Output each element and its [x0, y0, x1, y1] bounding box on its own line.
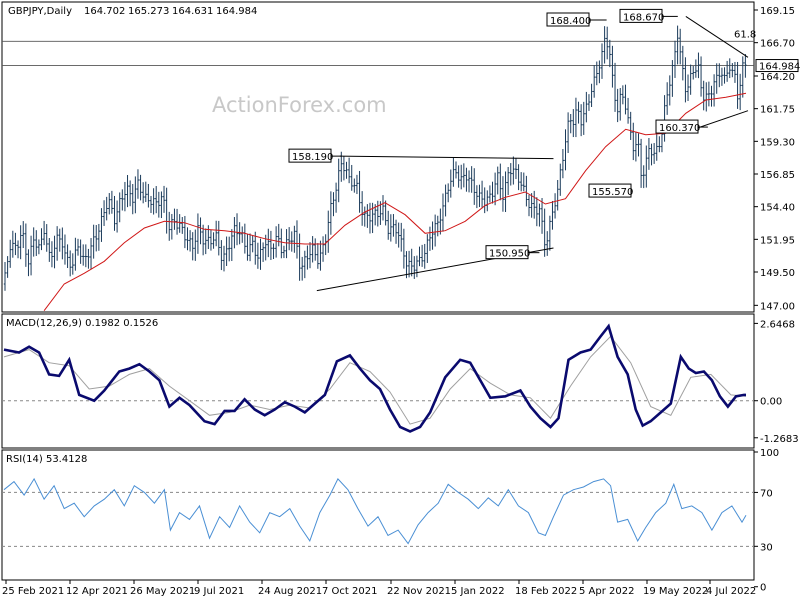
- current-price-tag-box: [755, 59, 799, 73]
- trend-line-ceiling: [339, 155, 554, 160]
- rsi-tick-label: 0: [760, 583, 766, 594]
- price-tick-label: 164.20: [760, 72, 795, 83]
- x-tick-label: 5 Jan 2022: [451, 586, 505, 597]
- x-tick-label: 24 Aug 2021: [258, 586, 322, 597]
- chart-header-high: 165.273: [128, 6, 169, 17]
- macd-tick-label: -1.2683: [760, 434, 799, 445]
- macd-panel-frame: [1, 313, 755, 449]
- price-tick-label: 161.75: [760, 105, 795, 116]
- annotation-label: 155.570: [592, 187, 633, 198]
- price-y-axis: 169.15 166.70 164.20 161.75 159.30 156.85 154.…: [754, 6, 795, 312]
- chart-header-symbol: GBPJPY,Daily: [8, 6, 72, 17]
- rsi-title: RSI(14) 53.4128: [6, 454, 87, 465]
- annotation-box: [546, 12, 590, 27]
- x-tick-label: 25 Feb 2021: [2, 586, 64, 597]
- current-price-tag: 164.984: [755, 59, 800, 73]
- rsi-panel: RSI(14) 53.4128 100 70 30 0: [1, 448, 779, 594]
- rsi-y-axis: 100 70 30 0: [754, 448, 779, 594]
- annotation-box: [588, 183, 632, 198]
- x-tick-label: 12 Apr 2021: [66, 586, 128, 597]
- trend-line-upper-wedge: [685, 15, 749, 58]
- rsi-tick-label: 30: [760, 542, 773, 553]
- rsi-tick-label: 70: [760, 488, 773, 499]
- watermark: ActionForex.com: [212, 93, 387, 117]
- price-annotations: 158.190 150.950 168.400 155.570 168.670 160.3…: [288, 8, 708, 260]
- price-tick-label: 169.15: [760, 6, 795, 17]
- macd-main-line: [3, 323, 746, 433]
- annotation-label: 160.370: [659, 123, 700, 134]
- price-tick-label: 166.70: [760, 39, 795, 50]
- rsi-panel-frame: [1, 449, 755, 581]
- price-tick-label: 159.30: [760, 137, 795, 148]
- annotation-box: [655, 119, 699, 134]
- macd-tick-label: 2.6468: [760, 319, 795, 330]
- price-levels: [2, 40, 754, 66]
- fib-level-label: 61.8: [734, 29, 756, 40]
- price-tick-label: 154.40: [760, 203, 795, 214]
- x-tick-label: 7 Oct 2021: [322, 586, 377, 597]
- annotation-box: [619, 8, 663, 23]
- annotation-box: [485, 245, 529, 260]
- x-tick-label: 5 Apr 2022: [579, 586, 634, 597]
- current-price-tag-text: 164.984: [759, 62, 800, 73]
- rsi-levels: [2, 491, 754, 547]
- chart-header-close: 164.984: [216, 6, 257, 17]
- x-tick-label: 22 Nov 2021: [387, 586, 451, 597]
- price-tick-label: 147.00: [760, 301, 795, 312]
- annotation-label: 150.950: [489, 249, 530, 260]
- x-tick-label: 9 Jul 2021: [194, 586, 244, 597]
- moving-average-line: [43, 92, 747, 312]
- x-tick-label: 4 Jul 2022: [706, 586, 756, 597]
- macd-signal-line: [3, 335, 747, 425]
- macd-panel: MACD(12,26,9) 0.1982 0.1526 2.6468 0.00 -1…: [1, 313, 799, 449]
- x-tick-label: 26 May 2021: [130, 586, 195, 597]
- price-tick-label: 156.85: [760, 170, 795, 181]
- annotation-label: 158.190: [292, 152, 333, 163]
- x-tick-label: 19 May 2022: [643, 586, 708, 597]
- macd-y-axis: 2.6468 0.00 -1.2683: [754, 319, 799, 445]
- rsi-line: [3, 477, 747, 545]
- macd-title: MACD(12,26,9) 0.1982 0.1526: [6, 318, 158, 329]
- annotation-label: 168.670: [623, 12, 664, 23]
- x-tick-label: 18 Feb 2022: [515, 586, 577, 597]
- price-tick-label: 149.50: [760, 268, 795, 279]
- chart-header-low: 164.631: [172, 6, 213, 17]
- chart-header-open: 164.702: [84, 6, 125, 17]
- price-candles: [3, 25, 747, 291]
- price-tick-label: 151.95: [760, 235, 795, 246]
- macd-tick-label: 0.00: [760, 397, 782, 408]
- price-panel: GBPJPY,Daily 164.702 165.273 164.631 164…: [1, 1, 800, 313]
- annotation-box: [288, 148, 332, 163]
- rsi-tick-label: 100: [760, 448, 779, 459]
- annotation-label: 168.400: [550, 16, 591, 27]
